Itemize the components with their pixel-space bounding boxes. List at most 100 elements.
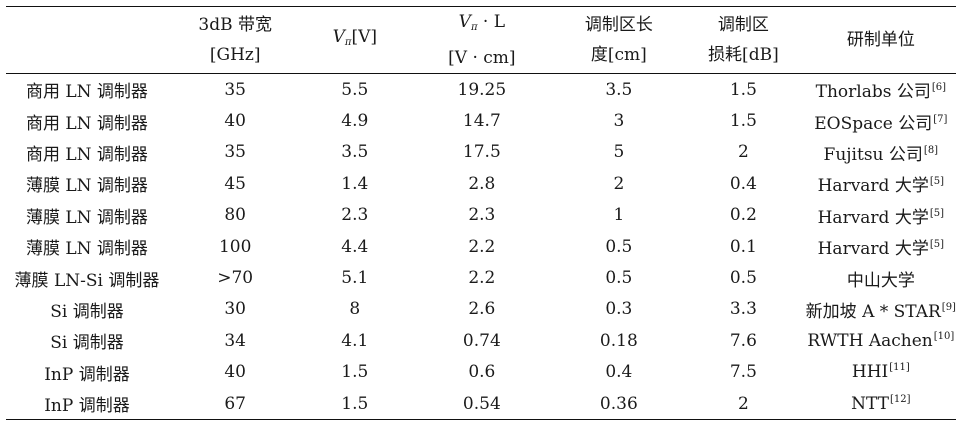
table-row: 薄膜 LN-Si 调制器 >70 5.1 2.2 0.5 0.5 中山大学 xyxy=(6,262,956,293)
cell-vpil-text: 14.7 xyxy=(462,111,501,132)
cell-inst: Thorlabs 公司[6] xyxy=(806,74,956,106)
cell-type-text: 薄膜 LN-Si 调制器 xyxy=(14,270,160,291)
cell-bw-text: 40 xyxy=(224,111,246,132)
cell-loss: 7.5 xyxy=(681,357,806,388)
cell-vpi-text: 5.5 xyxy=(341,79,369,100)
cell-type-text: 薄膜 LN 调制器 xyxy=(25,239,148,260)
table-row: 薄膜 LN 调制器 100 4.4 2.2 0.5 0.1 Harvard 大学[5] xyxy=(6,231,956,262)
cell-vpil: 0.74 xyxy=(407,325,556,356)
table-row: 商用 LN 调制器 35 3.5 17.5 5 2 Fujitsu 公司[8] xyxy=(6,137,956,168)
cell-vpi-text: 3.5 xyxy=(341,142,369,163)
cell-bw: 45 xyxy=(168,168,303,199)
cell-type: Si 调制器 xyxy=(6,325,168,356)
cell-vpi: 4.4 xyxy=(302,231,407,262)
cell-inst-text: Harvard 大学 xyxy=(817,176,929,197)
cell-loss: 7.6 xyxy=(681,325,806,356)
cell-vpi: 4.9 xyxy=(302,105,407,136)
cell-length: 5 xyxy=(557,137,682,168)
cell-vpil: 19.25 xyxy=(407,74,556,106)
cell-inst-text: RWTH Aachen xyxy=(807,330,933,351)
cell-vpil-text: 2.3 xyxy=(468,205,496,226)
cell-length-text: 3 xyxy=(613,111,625,132)
cell-type: 商用 LN 调制器 xyxy=(6,137,168,168)
cell-vpil-text: 19.25 xyxy=(457,79,507,100)
cell-length: 0.4 xyxy=(557,357,682,388)
header-vpi-unit: [V] xyxy=(351,27,377,47)
cell-inst: HHI[11] xyxy=(806,357,956,388)
cell-inst: 新加坡 A * STAR[9] xyxy=(806,294,956,325)
header-loss-line1: 调制区 xyxy=(717,15,769,35)
cell-inst: NTT[12] xyxy=(805,387,956,421)
cell-length-text: 0.5 xyxy=(605,236,633,257)
reference-marker: [6] xyxy=(931,82,947,94)
cell-inst-text: HHI xyxy=(851,362,889,383)
table-row: 商用 LN 调制器 40 4.9 14.7 3 1.5 EOSpace 公司[7] xyxy=(6,105,956,136)
header-bandwidth-line1: 3dB 带宽 xyxy=(198,15,272,35)
modulator-comparison-table: 3dB 带宽 [GHz] Vπ[V] Vπ · L [V · cm] 调制区长 … xyxy=(6,6,956,421)
cell-length: 2 xyxy=(557,168,682,199)
cell-vpil-text: 0.54 xyxy=(462,393,501,414)
cell-type: 薄膜 LN 调制器 xyxy=(6,200,168,231)
cell-loss: 2 xyxy=(681,137,806,168)
cell-length-text: 0.4 xyxy=(605,362,633,383)
header-vpi-symbol: V xyxy=(332,27,345,47)
cell-vpi-text: 4.1 xyxy=(341,330,369,351)
cell-type: 商用 LN 调制器 xyxy=(6,105,168,136)
table-header: 3dB 带宽 [GHz] Vπ[V] Vπ · L [V · cm] 调制区长 … xyxy=(6,6,956,74)
cell-length-text: 1 xyxy=(613,205,625,226)
reference-marker: [10] xyxy=(933,330,955,342)
cell-length-text: 0.36 xyxy=(599,393,638,414)
cell-type-text: 商用 LN 调制器 xyxy=(25,113,148,134)
cell-loss-text: 3.3 xyxy=(729,299,757,320)
cell-type-text: InP 调制器 xyxy=(44,396,130,417)
cell-vpi: 1.5 xyxy=(302,357,407,388)
header-bandwidth: 3dB 带宽 [GHz] xyxy=(167,6,303,74)
cell-bw-text: 100 xyxy=(218,236,252,257)
cell-vpil-text: 2.8 xyxy=(468,173,496,194)
cell-bw: 100 xyxy=(168,231,303,262)
cell-length: 0.5 xyxy=(557,231,682,262)
cell-loss-text: 1.5 xyxy=(729,79,757,100)
cell-vpi: 5.1 xyxy=(302,262,407,293)
reference-marker: [8] xyxy=(923,144,939,156)
header-vpi-subscript: π xyxy=(344,37,352,48)
table-row: 薄膜 LN 调制器 80 2.3 2.3 1 0.2 Harvard 大学[5] xyxy=(6,200,956,231)
cell-loss-text: 1.5 xyxy=(729,111,757,132)
cell-loss-text: 0.5 xyxy=(729,268,757,289)
cell-inst-text: Thorlabs 公司 xyxy=(815,82,931,103)
cell-loss: 0.4 xyxy=(681,168,806,199)
cell-length: 1 xyxy=(557,200,682,231)
cell-vpi: 5.5 xyxy=(302,74,407,106)
cell-length: 0.18 xyxy=(557,325,682,356)
cell-vpil-text: 2.2 xyxy=(468,268,496,289)
cell-vpil: 14.7 xyxy=(407,105,556,136)
cell-inst-text: 新加坡 A * STAR xyxy=(805,301,941,322)
cell-vpi-text: 4.4 xyxy=(341,236,369,257)
header-vpil-rest: · L xyxy=(477,12,506,32)
cell-bw: 30 xyxy=(168,294,303,325)
cell-type-text: InP 调制器 xyxy=(44,364,130,385)
cell-inst: Fujitsu 公司[8] xyxy=(806,137,956,168)
cell-bw: >70 xyxy=(168,262,303,293)
cell-vpil-text: 17.5 xyxy=(462,142,501,163)
cell-vpil-text: 0.74 xyxy=(462,330,501,351)
cell-vpi: 1.5 xyxy=(302,387,408,421)
header-vpil-symbol: V xyxy=(458,12,471,32)
cell-type-text: 薄膜 LN 调制器 xyxy=(25,207,148,228)
cell-type: Si 调制器 xyxy=(6,294,168,325)
cell-bw-text: 40 xyxy=(224,362,246,383)
cell-vpil: 17.5 xyxy=(407,137,556,168)
cell-inst: 中山大学 xyxy=(806,262,956,293)
cell-bw: 40 xyxy=(168,105,303,136)
cell-type: InP 调制器 xyxy=(6,387,168,421)
cell-type: 商用 LN 调制器 xyxy=(6,74,168,106)
cell-length: 0.3 xyxy=(557,294,682,325)
table-row: Si 调制器 34 4.1 0.74 0.18 7.6 RWTH Aachen[10] xyxy=(6,325,956,356)
cell-inst-text: EOSpace 公司 xyxy=(814,113,933,134)
header-vpil-line1: Vπ · L xyxy=(407,7,556,43)
cell-bw-text: 35 xyxy=(224,142,246,163)
header-row: 3dB 带宽 [GHz] Vπ[V] Vπ · L [V · cm] 调制区长 … xyxy=(6,6,956,74)
cell-loss: 3.3 xyxy=(681,294,806,325)
cell-loss-text: 0.2 xyxy=(729,205,757,226)
cell-bw-text: 35 xyxy=(224,79,246,100)
